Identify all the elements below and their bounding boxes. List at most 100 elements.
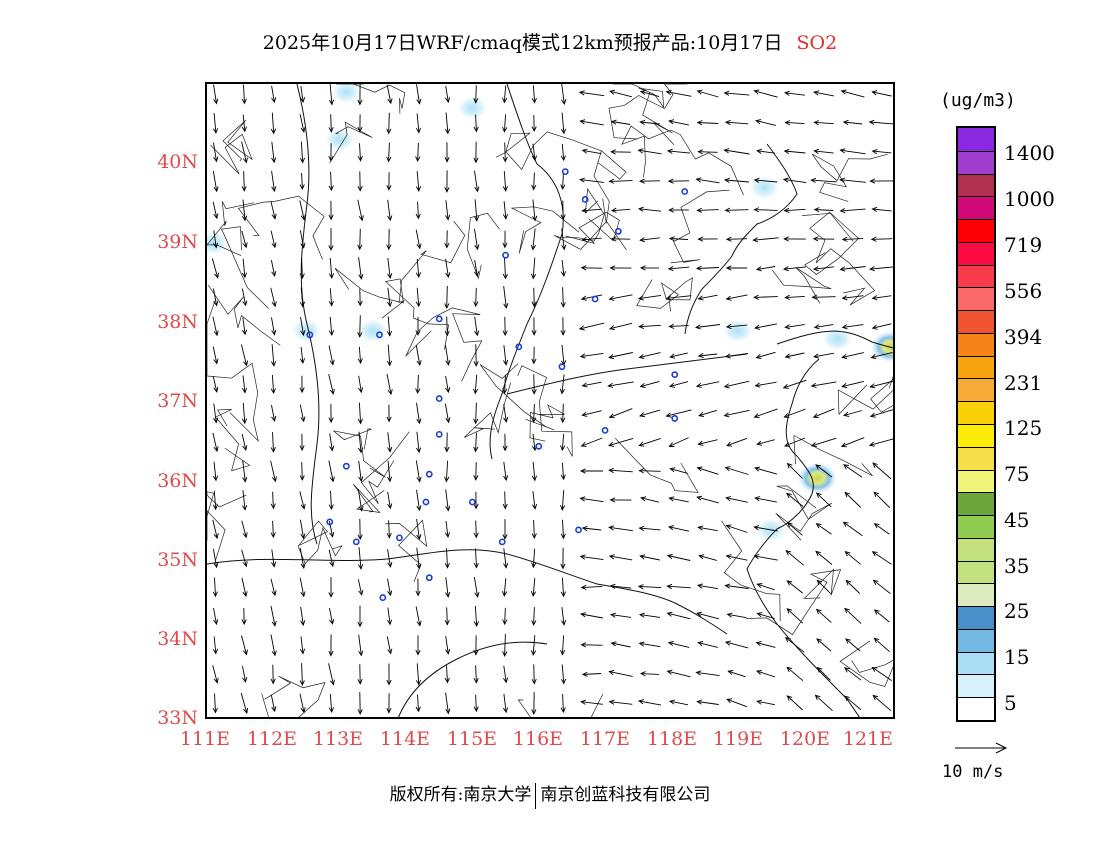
wind-arrow-shaft <box>872 551 892 565</box>
so2-plume <box>870 330 893 363</box>
wind-arrow-head <box>444 619 450 626</box>
wind-arrow-head <box>638 612 645 618</box>
wind-arrow-shaft <box>504 257 506 279</box>
county-boundary <box>207 201 255 256</box>
wind-arrow-shaft <box>609 555 633 561</box>
wind-arrow-head <box>242 157 248 164</box>
colorbar-cell <box>958 446 994 470</box>
city-marker <box>396 534 403 542</box>
wind-arrow-head <box>415 301 422 308</box>
wind-arrow-shaft <box>726 555 748 561</box>
wind-arrow-head <box>531 301 537 308</box>
wind-arrow-head <box>784 294 790 300</box>
colorbar-cell <box>958 401 994 424</box>
colorbar-cell <box>958 378 994 402</box>
wind-arrow-shaft <box>840 208 866 212</box>
wind-arrow-head <box>810 442 817 447</box>
colorbar-cell <box>958 128 994 151</box>
wind-arrow-head <box>300 591 306 598</box>
wind-arrow-head <box>560 533 566 540</box>
wind-arrow-shaft <box>840 179 866 183</box>
wind-arrow-head <box>813 120 820 126</box>
wind-arrow-shaft <box>696 267 720 269</box>
wind-arrow-head <box>213 677 219 684</box>
wind-arrow-shaft <box>330 171 332 191</box>
wind-arrow-head <box>638 323 645 330</box>
wind-arrow-head <box>328 273 335 280</box>
wind-arrow-shaft <box>756 351 776 359</box>
wind-arrow-head <box>444 187 450 193</box>
wind-arrow-head <box>444 157 450 163</box>
wind-arrow-head <box>844 551 851 557</box>
wind-arrow-head <box>387 273 393 280</box>
wind-arrow-shaft <box>503 404 507 422</box>
wind-arrow-shaft <box>416 518 420 540</box>
wind-arrow-head <box>329 531 335 538</box>
wind-arrow-head <box>271 415 277 422</box>
wind-arrow-head <box>723 177 730 183</box>
wind-arrow-shaft <box>416 287 420 307</box>
wind-arrow-head <box>242 300 248 307</box>
county-boundary <box>333 428 386 478</box>
wind-arrow-head <box>416 360 422 367</box>
wind-arrow-head <box>637 295 644 301</box>
wind-arrow-shaft <box>611 642 631 648</box>
wind-arrow-shaft <box>581 437 603 447</box>
wind-arrow-shaft <box>417 694 419 712</box>
wind-arrow-head <box>560 184 566 191</box>
wind-arrow-head <box>241 98 247 105</box>
wind-arrow-head <box>270 447 276 453</box>
wind-arrow-head <box>213 186 219 193</box>
wind-arrow-head <box>726 441 732 447</box>
wind-arrow-shaft <box>446 285 448 309</box>
wind-arrow-head <box>241 387 248 394</box>
wind-arrow-head <box>724 466 731 472</box>
wind-arrow-head <box>784 324 791 330</box>
wind-arrow-head <box>358 215 364 222</box>
wind-arrow-shaft <box>474 374 478 394</box>
wind-arrow-shaft <box>329 316 333 336</box>
wind-arrow-head <box>666 553 673 559</box>
wind-arrow-head <box>474 271 480 278</box>
colorbar-label: 75 <box>1004 462 1030 486</box>
wind-arrow-shaft <box>666 295 692 299</box>
wind-arrow-head <box>610 149 616 155</box>
wind-arrow-shaft <box>561 433 565 451</box>
wind-arrow-head <box>785 550 792 556</box>
wind-arrow-shaft <box>638 294 662 300</box>
wind-arrow-head <box>813 324 820 330</box>
wind-arrow-head <box>213 156 219 163</box>
wind-arrow-head <box>503 707 509 714</box>
wind-arrow-shaft <box>416 258 420 278</box>
wind-arrow-head <box>445 648 451 655</box>
wind-arrow-head <box>782 266 789 272</box>
county-boundary <box>336 84 406 114</box>
wind-arrow-head <box>753 207 760 213</box>
wind-arrow-shaft <box>445 258 449 278</box>
wind-arrow-head <box>502 126 508 133</box>
wind-arrow-shaft <box>814 324 834 328</box>
wind-arrow-shaft <box>561 84 565 105</box>
county-boundary <box>329 121 373 164</box>
so2-plume <box>291 318 322 343</box>
city-marker <box>306 331 314 339</box>
city-marker <box>379 594 387 601</box>
wind-arrow-head <box>560 302 566 308</box>
wind-arrow-shaft <box>816 492 832 508</box>
wind-arrow-head <box>328 214 334 221</box>
wind-arrow-shaft <box>561 577 565 597</box>
wind-arrow-shaft <box>329 84 333 105</box>
wind-arrow-head <box>416 563 422 570</box>
wind-arrow-shaft <box>785 352 805 358</box>
wind-arrow-shaft <box>241 520 247 538</box>
colorbar-cell <box>958 264 994 288</box>
boundary-anhui <box>398 641 548 717</box>
lon-label-111e: 111E <box>179 728 231 750</box>
colorbar-cell <box>958 515 994 538</box>
wind-arrow-head <box>810 177 817 183</box>
wind-arrow-shaft <box>639 470 661 472</box>
wind-arrow-head <box>638 353 645 359</box>
wind-arrow-head <box>445 591 451 598</box>
wind-arrow-head <box>503 303 509 309</box>
wind-arrow-head <box>723 90 730 96</box>
